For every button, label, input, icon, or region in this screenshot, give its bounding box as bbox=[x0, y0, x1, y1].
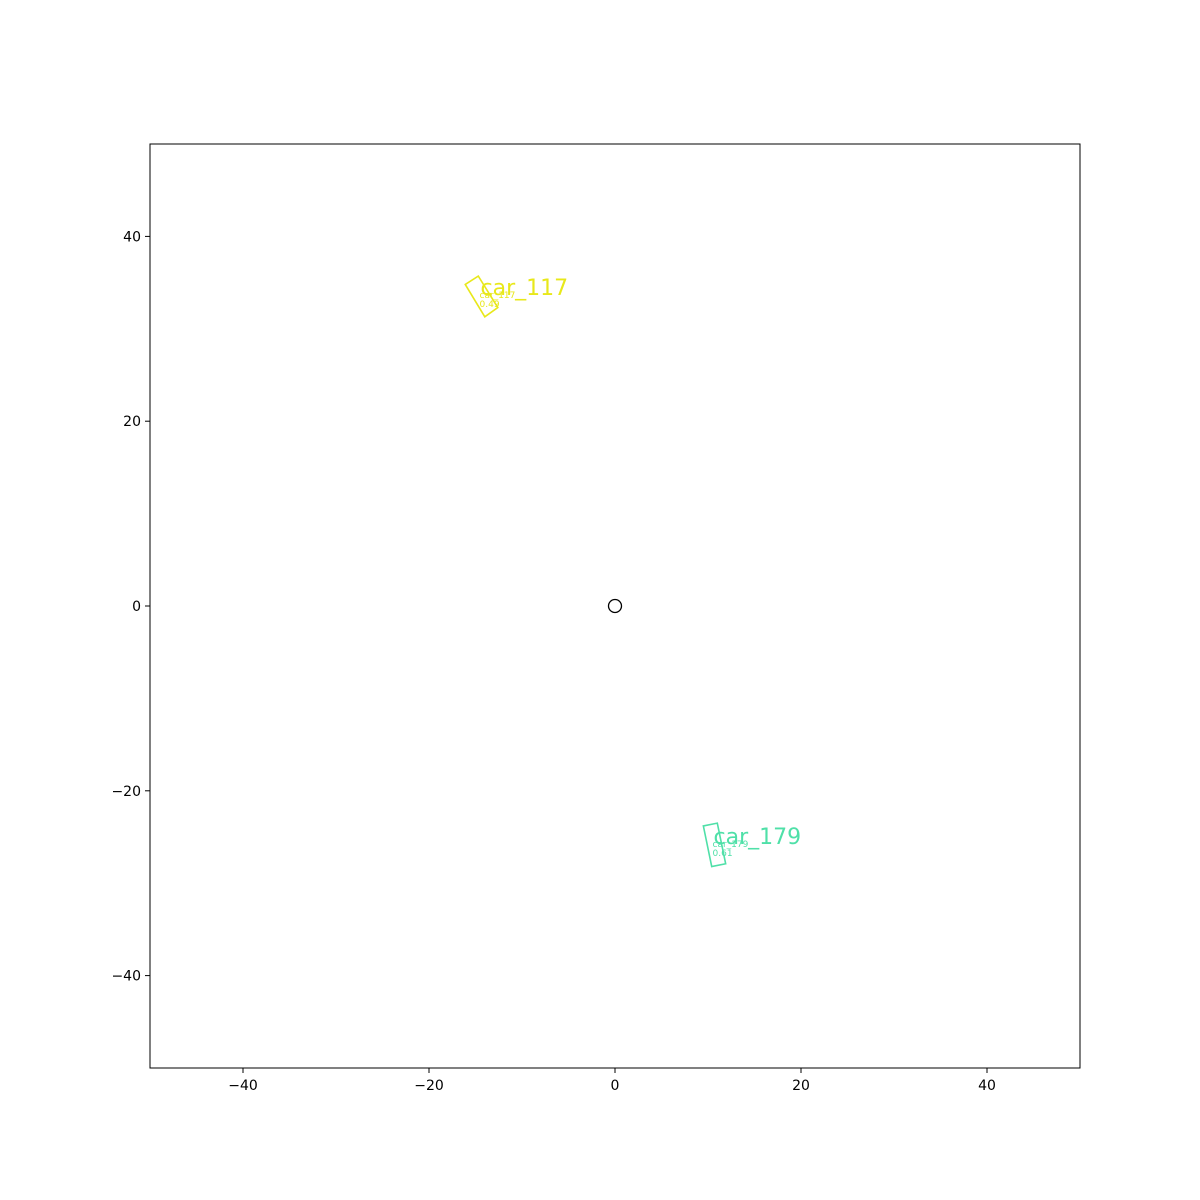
object-small-value: 0.49 bbox=[480, 300, 500, 310]
object-box bbox=[464, 275, 499, 318]
x-axis: −40 −20 0 20 40 bbox=[228, 1068, 996, 1094]
x-tick-label: 20 bbox=[792, 1078, 810, 1094]
y-tick-label: −40 bbox=[111, 969, 141, 985]
object-small-value: 0.61 bbox=[713, 849, 733, 859]
object-label: car_117 bbox=[481, 276, 569, 301]
plot-area bbox=[149, 143, 1081, 1069]
y-tick-label: 0 bbox=[132, 599, 141, 615]
y-tick-label: 40 bbox=[123, 229, 141, 245]
y-axis: −40 −20 0 20 40 bbox=[111, 229, 150, 985]
y-tick-label: 20 bbox=[123, 414, 141, 430]
ego-marker bbox=[607, 598, 623, 614]
object-small-id: car_179 bbox=[713, 840, 749, 850]
object-box bbox=[702, 822, 727, 868]
object-label: car_179 bbox=[714, 825, 802, 850]
object-small-id: car_117 bbox=[480, 291, 516, 301]
x-tick-label: −20 bbox=[414, 1078, 444, 1094]
y-tick-label: −20 bbox=[111, 784, 141, 800]
x-tick-label: 40 bbox=[978, 1078, 996, 1094]
x-tick-label: 0 bbox=[611, 1078, 620, 1094]
x-tick-label: −40 bbox=[228, 1078, 258, 1094]
